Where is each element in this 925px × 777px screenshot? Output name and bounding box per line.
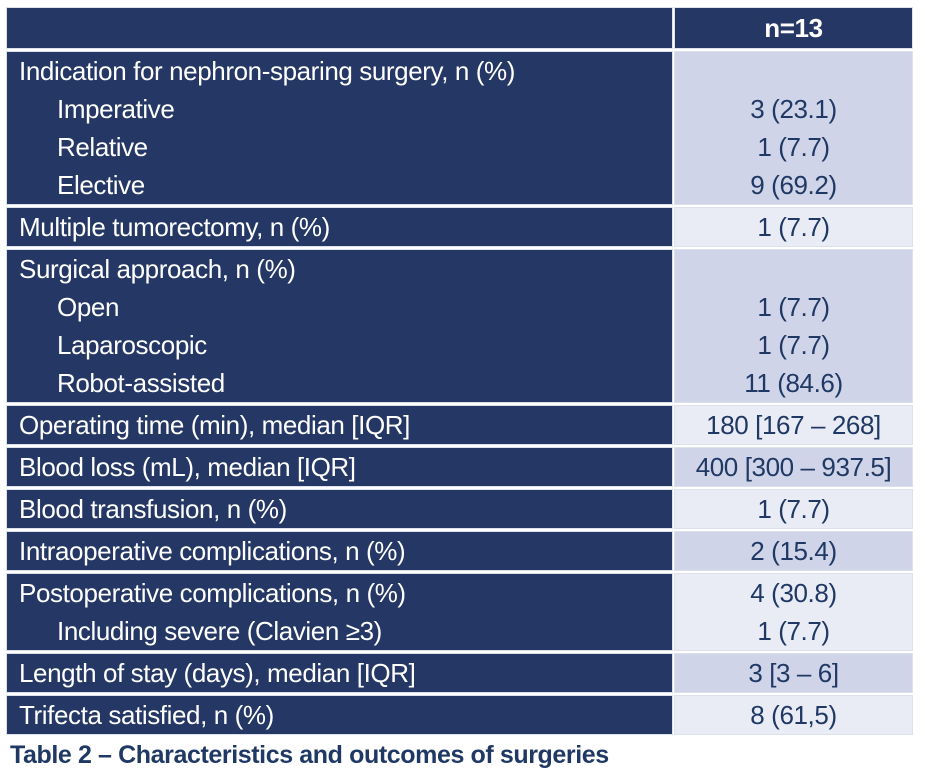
table-row-indication: Indication for nephron-sparing surgery, …: [7, 52, 912, 204]
row-value: 2 (15.4): [750, 536, 837, 566]
row-value: [675, 52, 912, 90]
row-label: Multiple tumorectomy, n (%): [19, 212, 330, 242]
row-label: Intraoperative complications, n (%): [19, 536, 406, 566]
row-value: [675, 250, 912, 288]
row-value-cell: 3 (23.1) 1 (7.7) 9 (69.2): [675, 52, 912, 204]
row-sublabel: Including severe (Clavien ≥3): [57, 616, 382, 646]
row-value-cell: 3 [3 – 6]: [675, 654, 912, 692]
header-n-count: n=13: [764, 13, 823, 43]
row-subvalue: 11 (84.6): [744, 368, 843, 398]
row-label: Indication for nephron-sparing surgery, …: [19, 56, 515, 86]
table-row-operating-time: Operating time (min), median [IQR] 180 […: [7, 406, 912, 444]
row-label-cell: Postoperative complications, n (%) Inclu…: [7, 574, 672, 650]
row-value-cell: 180 [167 – 268]: [675, 406, 912, 444]
row-value: 8 (61,5): [750, 700, 837, 730]
row-label: Blood loss (mL), median [IQR]: [19, 452, 356, 482]
row-sublabel: Open: [57, 292, 120, 322]
row-label-cell: Length of stay (days), median [IQR]: [7, 654, 672, 692]
row-label-cell: Trifecta satisfied, n (%): [7, 696, 672, 734]
row-value: 1 (7.7): [757, 212, 830, 242]
row-label-cell: Operating time (min), median [IQR]: [7, 406, 672, 444]
table-row-multiple-tumorectomy: Multiple tumorectomy, n (%) 1 (7.7): [7, 208, 912, 246]
row-value-cell: 400 [300 – 937.5]: [675, 448, 912, 486]
row-label: Surgical approach, n (%): [19, 254, 296, 284]
row-label-cell: Indication for nephron-sparing surgery, …: [7, 52, 672, 204]
row-label: Postoperative complications, n (%): [19, 578, 406, 608]
table-row-blood-loss: Blood loss (mL), median [IQR] 400 [300 –…: [7, 448, 912, 486]
table-header-row: n=13: [7, 8, 912, 48]
row-label-cell: Intraoperative complications, n (%): [7, 532, 672, 570]
row-label-cell: Multiple tumorectomy, n (%): [7, 208, 672, 246]
row-subvalue: 1 (7.7): [757, 330, 830, 360]
row-label: Blood transfusion, n (%): [19, 494, 287, 524]
table-caption: Table 2 – Characteristics and outcomes o…: [10, 741, 609, 769]
row-label: Operating time (min), median [IQR]: [19, 410, 410, 440]
header-label: [7, 8, 672, 48]
table-row-length-of-stay: Length of stay (days), median [IQR] 3 [3…: [7, 654, 912, 692]
row-label-cell: Surgical approach, n (%) Open Laparoscop…: [7, 250, 672, 402]
row-value: 180 [167 – 268]: [706, 410, 881, 440]
header-label-cell: [7, 8, 672, 48]
row-value-cell: 1 (7.7): [675, 208, 912, 246]
row-subvalue: 1 (7.7): [757, 132, 830, 162]
row-label-cell: Blood loss (mL), median [IQR]: [7, 448, 672, 486]
row-subvalue: 9 (69.2): [750, 170, 837, 200]
row-subvalue: 3 (23.1): [750, 94, 837, 124]
surgery-outcomes-table: n=13 Indication for nephron-sparing surg…: [7, 8, 912, 734]
row-sublabel: Imperative: [57, 94, 175, 124]
row-sublabel: Laparoscopic: [57, 330, 207, 360]
row-value: 1 (7.7): [757, 494, 830, 524]
row-value-cell: 4 (30.8) 1 (7.7): [675, 574, 912, 650]
row-subvalue: 1 (7.7): [757, 292, 830, 322]
table-row-trifecta-satisfied: Trifecta satisfied, n (%) 8 (61,5): [7, 696, 912, 734]
row-sublabel: Robot-assisted: [57, 368, 225, 398]
row-value: 3 [3 – 6]: [748, 658, 839, 688]
row-label: Trifecta satisfied, n (%): [19, 700, 274, 730]
row-sublabel: Elective: [57, 170, 145, 200]
row-label-cell: Blood transfusion, n (%): [7, 490, 672, 528]
table-row-surgical-approach: Surgical approach, n (%) Open Laparoscop…: [7, 250, 912, 402]
row-value-cell: 8 (61,5): [675, 696, 912, 734]
table-row-intraoperative-complications: Intraoperative complications, n (%) 2 (1…: [7, 532, 912, 570]
row-subvalue: 1 (7.7): [757, 616, 830, 646]
row-value-cell: 1 (7.7): [675, 490, 912, 528]
row-value-cell: 2 (15.4): [675, 532, 912, 570]
row-value-cell: 1 (7.7) 1 (7.7) 11 (84.6): [675, 250, 912, 402]
header-value-cell: n=13: [675, 8, 912, 48]
row-sublabel: Relative: [57, 132, 148, 162]
row-label: Length of stay (days), median [IQR]: [19, 658, 416, 688]
row-value: 400 [300 – 937.5]: [695, 452, 892, 482]
table-row-postoperative-complications: Postoperative complications, n (%) Inclu…: [7, 574, 912, 650]
table-row-blood-transfusion: Blood transfusion, n (%) 1 (7.7): [7, 490, 912, 528]
row-value: 4 (30.8): [750, 578, 837, 608]
